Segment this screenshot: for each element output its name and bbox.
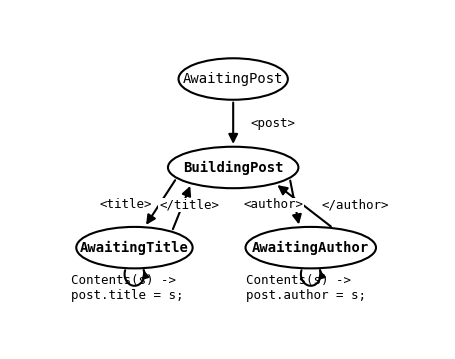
Ellipse shape xyxy=(76,227,192,269)
Text: <post>: <post> xyxy=(251,117,296,130)
Text: </author>: </author> xyxy=(321,198,389,211)
Text: Contents(s) ->
post.title = s;: Contents(s) -> post.title = s; xyxy=(71,274,183,302)
Ellipse shape xyxy=(246,227,376,269)
Ellipse shape xyxy=(168,147,298,188)
Ellipse shape xyxy=(178,58,288,100)
Text: AwaitingAuthor: AwaitingAuthor xyxy=(252,241,369,255)
Text: <title>: <title> xyxy=(99,198,152,211)
Text: <author>: <author> xyxy=(244,198,304,211)
Text: Contents(s) ->
post.author = s;: Contents(s) -> post.author = s; xyxy=(246,274,365,302)
Text: AwaitingTitle: AwaitingTitle xyxy=(80,241,189,255)
Text: </title>: </title> xyxy=(159,198,219,211)
Text: BuildingPost: BuildingPost xyxy=(183,160,283,174)
Text: AwaitingPost: AwaitingPost xyxy=(183,72,283,86)
